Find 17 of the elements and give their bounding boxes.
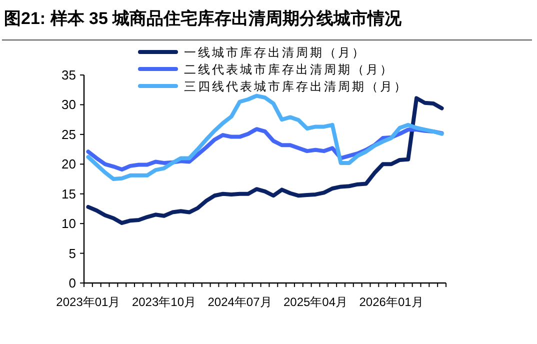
legend-label: 三四线代表城市库存出清周期（月）: [184, 80, 408, 94]
y-tick-label: 10: [62, 216, 76, 232]
legend-label: 一线城市库存出清周期（月）: [184, 46, 366, 60]
y-tick-label: 15: [62, 186, 76, 202]
x-tick-label: 2025年04月: [283, 295, 348, 309]
legend-label: 二线代表城市库存出清周期（月）: [184, 62, 394, 76]
y-tick-label: 30: [62, 97, 76, 112]
y-tick-label: 25: [62, 126, 76, 142]
x-tick-label: 2023年10月: [132, 295, 196, 309]
x-tick-label: 2026年01月: [359, 295, 424, 309]
y-tick-label: 20: [62, 156, 76, 172]
x-tick-label: 2023年01月: [56, 295, 120, 309]
title: 图21: 样本 35 城商品住宅库存出清周期分线城市情况: [4, 9, 402, 28]
y-tick-label: 35: [62, 68, 76, 82]
y-tick-label: 0: [68, 276, 76, 290]
x-tick-label: 2024年07月: [208, 295, 272, 309]
y-tick-label: 5: [68, 246, 76, 261]
